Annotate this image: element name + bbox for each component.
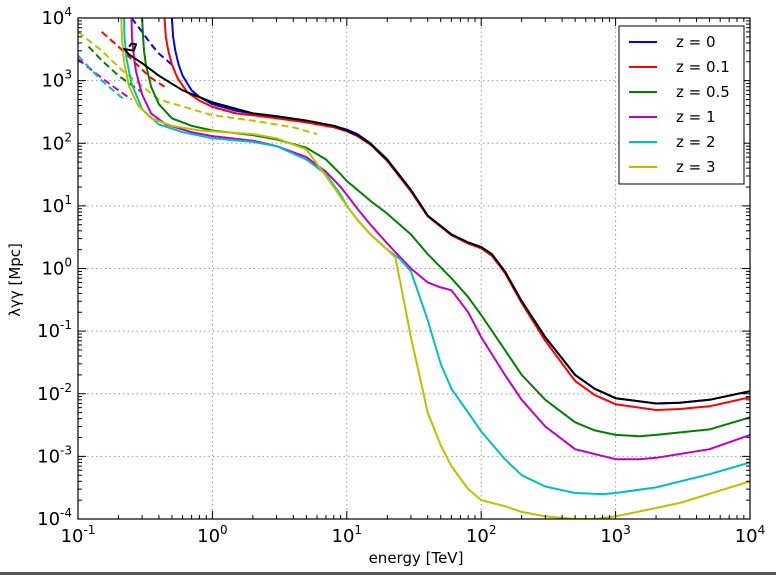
y-axis-label: λγγ [Mpc] [6, 243, 24, 317]
y-tick-label: 10-3 [37, 443, 72, 467]
x-tick-label: 101 [332, 523, 363, 547]
x-tick-label: 100 [197, 523, 228, 547]
legend-label: z = 0.5 [676, 83, 730, 101]
legend-label: z = 2 [676, 133, 716, 151]
y-tick-label: 104 [41, 5, 72, 29]
series-line-z-0-5 [141, 18, 750, 438]
y-tick-label: 100 [41, 256, 72, 280]
series-dashed-z-2 [78, 55, 125, 101]
x-tick-label: 103 [600, 523, 631, 547]
series-dashed-z-0 [130, 18, 173, 66]
series-dashed-z-3 [78, 31, 318, 136]
x-tick-label: 102 [466, 523, 497, 547]
window-bottom-rule [0, 572, 776, 575]
plot-frame [77, 17, 751, 520]
y-tick-label: 10-2 [37, 381, 72, 405]
legend: z = 0 z = 0.1 z = 0.5 z = 1 z = 2 z = 3 [618, 25, 745, 185]
x-tick-label: 104 [735, 523, 766, 547]
series-dashed-z-0-1 [101, 31, 166, 88]
y-tick-label: 10-1 [37, 318, 72, 342]
legend-label: z = 3 [676, 158, 716, 176]
y-tick-label: 103 [41, 68, 72, 92]
legend-label: z = 0 [676, 33, 716, 51]
plot-area [78, 18, 750, 519]
x-axis-label: energy [TeV] [369, 549, 464, 567]
y-tick-label: 101 [41, 193, 72, 217]
x-tick-label: 10-1 [61, 523, 96, 547]
tick-layer: 10-1 100 101 102 103 104 10-4 10-3 10-2 10-1 100 10… [37, 5, 765, 547]
series-line-z-1 [130, 18, 750, 461]
legend-label: z = 1 [676, 108, 716, 126]
legend-label: z = 0.1 [676, 58, 730, 76]
series-line-black [123, 42, 750, 405]
legend-box [618, 25, 745, 185]
series-line-z-3 [120, 18, 750, 519]
series-dashed-z-0-5 [87, 45, 143, 94]
y-tick-label: 10-4 [37, 506, 72, 530]
y-tick-label: 102 [41, 130, 72, 154]
